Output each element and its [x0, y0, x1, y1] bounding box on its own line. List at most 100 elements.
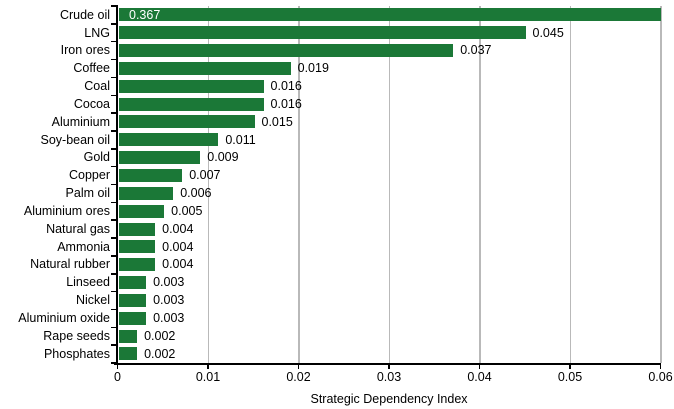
bar: [119, 61, 291, 75]
bar-row: Coal 0.016: [0, 77, 661, 95]
bar-area: 0.367: [119, 6, 661, 24]
bar-row: Phosphates 0.002: [0, 345, 661, 363]
value-label: 0.004: [162, 239, 194, 254]
bar-area: 0.004: [119, 220, 661, 238]
bar: [119, 169, 183, 183]
bar: [119, 204, 165, 218]
category-label: Natural rubber: [30, 257, 110, 272]
y-axis-tick: [110, 23, 116, 25]
bar-row: Soy-bean oil 0.011: [0, 131, 661, 149]
bar: [119, 79, 264, 93]
value-label: 0.004: [162, 221, 194, 236]
category-label: Copper: [69, 168, 110, 183]
bar-area: 0.003: [119, 292, 661, 310]
y-axis-tick: [110, 148, 116, 150]
bar-area: 0.002: [119, 327, 661, 345]
y-axis-tick: [110, 94, 116, 96]
y-axis-tick: [110, 58, 116, 61]
x-axis-title: Strategic Dependency Index: [310, 392, 468, 406]
value-label: 0.005: [171, 203, 203, 218]
y-axis-tick: [110, 5, 116, 7]
y-axis-tick: [110, 165, 116, 168]
x-axis-tick: [207, 364, 209, 369]
category-label: Linseed: [66, 275, 110, 290]
x-tick-label: 0.02: [286, 370, 311, 384]
bar-area: 0.003: [119, 274, 661, 292]
bar-row: LNG 0.045: [0, 24, 661, 42]
category-label: Gold: [83, 150, 110, 165]
bar-row: Palm oil 0.006: [0, 184, 661, 202]
value-label: 0.007: [189, 168, 221, 183]
value-label: 0.019: [297, 61, 329, 76]
bar-rows: Crude oil 0.367 LNG 0.045 Iron ores 0.037 Coff…: [0, 6, 661, 363]
bar: [119, 115, 255, 129]
category-label: Phosphates: [43, 346, 110, 361]
bar-area: 0.037: [119, 42, 661, 60]
value-label: 0.015: [261, 114, 293, 129]
y-axis-tick: [110, 308, 116, 311]
bar: [119, 133, 219, 147]
bar-row: Ammonia 0.004: [0, 238, 661, 256]
x-axis-tick: [569, 364, 571, 369]
x-tick-label: 0: [114, 370, 121, 384]
x-axis-tick: [116, 364, 119, 369]
category-label: Aluminium oxide: [18, 311, 110, 326]
bar-area: 0.003: [119, 309, 661, 327]
bar-area: 0.015: [119, 113, 661, 131]
category-label: Crude oil: [59, 7, 110, 22]
bar: [119, 44, 454, 58]
y-axis-tick: [110, 290, 116, 293]
gridline: [298, 6, 300, 363]
x-axis-tick: [388, 364, 390, 369]
x-tick-label: 0.05: [557, 370, 583, 384]
bar-area: 0.002: [119, 345, 661, 363]
bar: [119, 258, 156, 272]
bar-row: Aluminium oxide 0.003: [0, 309, 661, 327]
bar: [119, 186, 174, 200]
y-axis-tick: [110, 344, 116, 346]
y-axis-tick: [110, 40, 116, 43]
category-label: Coal: [84, 79, 110, 94]
bar-area: 0.045: [119, 24, 661, 42]
gridline: [207, 6, 210, 363]
value-label: 0.006: [180, 186, 212, 201]
bar-area: 0.016: [119, 95, 661, 113]
value-label: 0.045: [532, 25, 564, 40]
value-label: 0.002: [144, 346, 176, 361]
bar-row: Coffee 0.019: [0, 60, 661, 78]
bar-area: 0.009: [119, 149, 661, 167]
x-axis-tick: [478, 364, 481, 369]
value-label: 0.002: [144, 328, 176, 343]
bar-area: 0.019: [119, 60, 661, 78]
bar-row: Natural rubber 0.004: [0, 256, 661, 274]
y-axis-tick: [110, 326, 116, 329]
gridline: [479, 6, 481, 363]
category-label: Rape seeds: [43, 328, 110, 343]
value-label: 0.367: [129, 7, 161, 22]
bar-row: Natural gas 0.004: [0, 220, 661, 238]
bar-row: Copper 0.007: [0, 167, 661, 185]
bar: [119, 97, 264, 111]
value-label: 0.016: [270, 79, 302, 94]
category-label: LNG: [84, 25, 110, 40]
bar-area: 0.004: [119, 238, 661, 256]
x-axis-tick: [659, 364, 662, 369]
y-axis-tick: [110, 183, 116, 186]
bar: [119, 240, 156, 254]
bar-area: 0.005: [119, 202, 661, 220]
bar-area: 0.006: [119, 184, 661, 202]
value-label: 0.011: [225, 132, 256, 147]
bar: [119, 222, 156, 236]
bar-row: Linseed 0.003: [0, 274, 661, 292]
y-axis-line: [115, 5, 118, 364]
bar-area: 0.007: [119, 167, 661, 185]
bar: [119, 347, 138, 361]
y-axis-tick: [110, 76, 116, 79]
bar-area: 0.016: [119, 77, 661, 95]
y-axis-tick: [110, 219, 116, 221]
gridline: [660, 6, 662, 363]
x-tick-label: 0.03: [376, 370, 402, 384]
bar-area: 0.004: [119, 256, 661, 274]
category-label: Soy-bean oil: [40, 132, 111, 147]
